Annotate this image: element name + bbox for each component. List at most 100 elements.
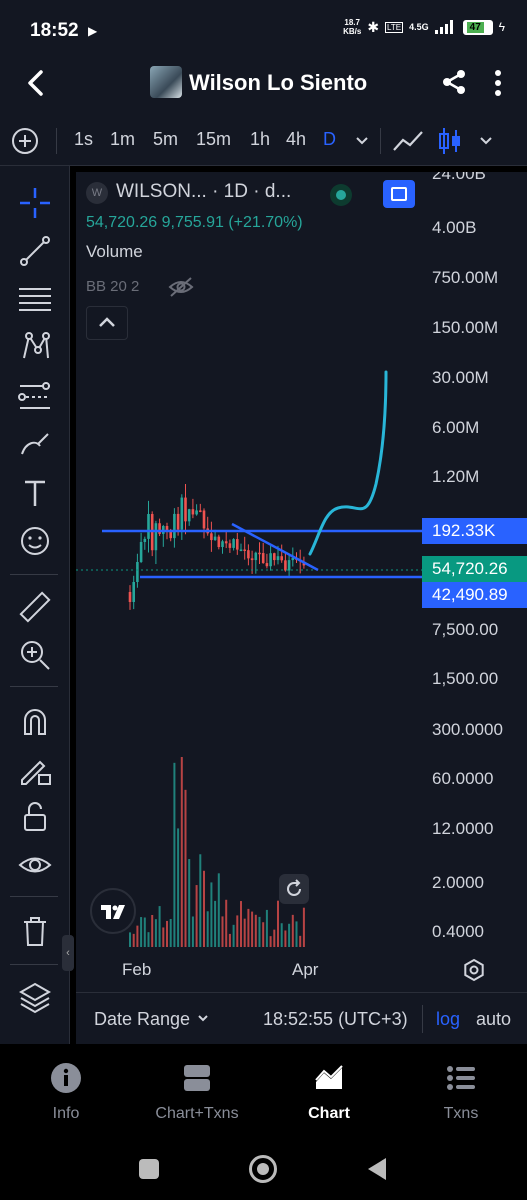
symbol-logo: W bbox=[86, 182, 108, 204]
collapse-legend-button[interactable] bbox=[86, 306, 128, 340]
bollinger-legend[interactable]: BB 20 2 bbox=[86, 278, 140, 295]
add-symbol-button[interactable] bbox=[12, 128, 38, 154]
area-chart-icon bbox=[315, 1065, 343, 1089]
lte-icon: LTE bbox=[385, 21, 404, 33]
volume-legend[interactable]: Volume bbox=[86, 242, 143, 261]
volume-bar bbox=[240, 901, 242, 947]
volume-bar bbox=[195, 885, 198, 947]
ohlc-values: 54,720.26 9,755.91 (+21.70%) bbox=[86, 214, 303, 231]
timeframe-1m[interactable]: 1m bbox=[110, 129, 136, 149]
collapse-toolbar-button[interactable]: ‹ bbox=[62, 935, 74, 971]
price-axis-label: 24.00B bbox=[432, 172, 486, 183]
price-axis-label: 4.00B bbox=[432, 218, 477, 237]
timeframe-d[interactable]: D bbox=[323, 129, 336, 149]
fullscreen-button[interactable] bbox=[383, 180, 415, 208]
tradingview-logo[interactable] bbox=[90, 888, 136, 934]
date-range-button[interactable]: Date Range bbox=[94, 1009, 191, 1029]
nav-chart-txns[interactable]: Chart+Txns bbox=[131, 1058, 263, 1123]
volume-bar bbox=[132, 933, 135, 947]
volume-bar bbox=[299, 935, 302, 947]
candle-body bbox=[239, 549, 243, 552]
nav-info[interactable]: Info bbox=[0, 1058, 132, 1123]
price-chart[interactable] bbox=[76, 172, 527, 992]
unlock-icon[interactable] bbox=[16, 798, 54, 836]
crosshair-icon[interactable] bbox=[16, 184, 54, 222]
volume-bar bbox=[206, 911, 209, 947]
volume-bar bbox=[154, 919, 157, 947]
chevron-up-icon bbox=[99, 317, 115, 327]
media-play-icon: ▶ bbox=[88, 24, 98, 38]
back-arrow-icon[interactable] bbox=[22, 68, 52, 98]
timeframe-dropdown-icon[interactable] bbox=[352, 130, 372, 150]
volume-bar bbox=[184, 789, 187, 947]
chevron-down-icon[interactable] bbox=[196, 1011, 210, 1025]
volume-bar bbox=[247, 908, 250, 947]
more-options-icon[interactable] bbox=[490, 68, 506, 98]
magnet-icon[interactable] bbox=[16, 702, 54, 740]
line-chart-type-icon[interactable] bbox=[392, 128, 424, 154]
visibility-icon[interactable] bbox=[16, 846, 54, 884]
reset-chart-button[interactable] bbox=[279, 874, 309, 904]
candle-body bbox=[247, 550, 250, 559]
zoom-in-icon[interactable] bbox=[16, 636, 54, 674]
candles-chart-type-icon[interactable] bbox=[437, 126, 463, 156]
price-axis-label: 1,500.00 bbox=[432, 669, 499, 688]
trash-icon[interactable] bbox=[16, 912, 54, 950]
system-back-button[interactable] bbox=[368, 1158, 386, 1180]
volume-bar bbox=[254, 914, 257, 947]
emoji-icon[interactable] bbox=[16, 522, 54, 560]
volume-bar bbox=[166, 920, 168, 947]
log-scale-toggle[interactable]: log bbox=[436, 1009, 461, 1029]
volume-bar bbox=[210, 882, 213, 947]
volume-bar bbox=[225, 899, 228, 947]
timezone-clock[interactable]: 18:52:55 (UTC+3) bbox=[263, 1009, 408, 1029]
timeframe-15m[interactable]: 15m bbox=[196, 129, 232, 149]
chart-settings-icon[interactable] bbox=[462, 958, 486, 982]
pattern-icon[interactable] bbox=[16, 328, 54, 366]
volume-bar bbox=[177, 828, 180, 947]
ruler-icon[interactable] bbox=[16, 588, 54, 626]
share-icon[interactable] bbox=[440, 68, 468, 96]
time-axis-label: Feb bbox=[122, 960, 152, 979]
nav-txns[interactable]: Txns bbox=[395, 1058, 527, 1123]
text-tool-icon[interactable] bbox=[16, 474, 54, 512]
layers-icon[interactable] bbox=[16, 978, 54, 1016]
volume-bar bbox=[228, 933, 231, 947]
nav-chart[interactable]: Chart bbox=[263, 1058, 395, 1123]
brush-icon[interactable] bbox=[16, 426, 54, 464]
price-axis-label: 30.00M bbox=[432, 368, 489, 387]
signal-icon bbox=[434, 20, 453, 34]
prediction-icon[interactable] bbox=[16, 378, 54, 416]
volume-bar bbox=[243, 918, 246, 947]
eye-off-icon[interactable] bbox=[168, 276, 194, 298]
chart-type-dropdown-icon[interactable] bbox=[476, 130, 496, 150]
timeframe-1s[interactable]: 1s bbox=[74, 129, 94, 149]
lock-drawing-icon[interactable] bbox=[16, 750, 54, 788]
recent-apps-button[interactable] bbox=[139, 1159, 159, 1179]
home-button[interactable] bbox=[249, 1155, 277, 1183]
price-axis-label: 750.00M bbox=[432, 268, 499, 287]
reset-icon bbox=[287, 879, 301, 896]
price-axis-label: 12.0000 bbox=[432, 819, 494, 838]
timeframe-1h[interactable]: 1h bbox=[250, 129, 271, 149]
volume-bar bbox=[129, 932, 131, 947]
timeframe-5m[interactable]: 5m bbox=[153, 129, 179, 149]
chart-pane[interactable]: W WILSON... · 1D · d... 54,720.26 9,755.… bbox=[76, 172, 527, 992]
trend-line-icon[interactable] bbox=[16, 232, 54, 270]
volume-bar bbox=[199, 854, 202, 947]
candle-body bbox=[265, 563, 269, 567]
volume-bar bbox=[262, 922, 265, 947]
timeframe-4h[interactable]: 4h bbox=[286, 129, 307, 149]
symbol-legend[interactable]: WILSON... · 1D · d... bbox=[116, 181, 292, 202]
price-axis-label: 0.4000 bbox=[432, 922, 484, 941]
fib-retracement-icon[interactable] bbox=[16, 280, 54, 318]
candle-body bbox=[195, 510, 198, 515]
auto-scale-toggle[interactable]: auto bbox=[476, 1009, 512, 1029]
candle-body bbox=[210, 533, 213, 541]
candle-body bbox=[176, 513, 180, 530]
volume-bar bbox=[136, 925, 139, 947]
volume-bar bbox=[302, 907, 305, 947]
candle-body bbox=[224, 541, 228, 544]
candle-body bbox=[154, 523, 158, 551]
status-icons: 18.7 KB/s ✱ LTE 4.5G 47 ϟ bbox=[343, 18, 505, 36]
